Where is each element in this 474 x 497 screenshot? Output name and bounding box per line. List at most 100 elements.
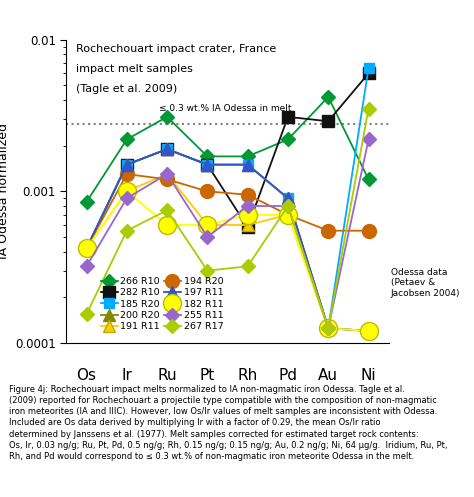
200 R20 [285, 195, 291, 201]
Text: Au: Au [318, 368, 338, 383]
267 R17 [124, 228, 129, 234]
Line: 191 R11: 191 R11 [80, 168, 375, 337]
194 R20 [285, 212, 291, 218]
282 R10 [285, 114, 291, 120]
194 R20 [245, 192, 250, 198]
185 R20 [83, 246, 89, 251]
Line: 255 R11: 255 R11 [82, 135, 374, 333]
194 R20 [164, 176, 170, 182]
191 R11 [83, 246, 89, 251]
Text: Ru: Ru [157, 368, 177, 383]
255 R11 [124, 195, 129, 201]
Line: 182 R11: 182 R11 [77, 182, 378, 340]
267 R17 [204, 267, 210, 273]
194 R20 [124, 171, 129, 177]
282 R10 [365, 71, 371, 77]
267 R17 [245, 263, 250, 269]
Line: 194 R20: 194 R20 [80, 167, 375, 255]
282 R10 [325, 118, 331, 124]
Text: Rh: Rh [237, 368, 258, 383]
Y-axis label: IA Odessa normalized: IA Odessa normalized [0, 123, 9, 259]
197 R11 [365, 328, 371, 334]
182 R11 [204, 222, 210, 228]
185 R20 [204, 162, 210, 167]
194 R20 [325, 228, 331, 234]
267 R17 [365, 106, 371, 112]
Text: Pt: Pt [200, 368, 215, 383]
Line: 200 R20: 200 R20 [81, 144, 374, 336]
Line: 282 R10: 282 R10 [80, 67, 375, 254]
185 R20 [124, 162, 129, 167]
Text: ≤ 0.3 wt.% IA Odessa in melt: ≤ 0.3 wt.% IA Odessa in melt [159, 104, 292, 113]
Text: Odessa data
(Petaev &
Jacobsen 2004): Odessa data (Petaev & Jacobsen 2004) [391, 268, 460, 298]
Text: Rochechouart impact crater, France: Rochechouart impact crater, France [76, 44, 276, 54]
197 R11 [285, 195, 291, 201]
185 R20 [325, 325, 331, 331]
194 R20 [204, 188, 210, 194]
197 R11 [164, 146, 170, 152]
197 R11 [325, 325, 331, 331]
Text: (Tagle et al. 2009): (Tagle et al. 2009) [76, 83, 177, 94]
194 R20 [365, 228, 371, 234]
Text: impact melt samples: impact melt samples [76, 64, 193, 74]
200 R20 [204, 162, 210, 167]
182 R11 [365, 328, 371, 334]
185 R20 [245, 162, 250, 167]
185 R20 [365, 65, 371, 71]
255 R11 [83, 263, 89, 269]
197 R11 [83, 246, 89, 251]
200 R20 [83, 246, 89, 251]
Text: Figure 4j: Rochechouart impact melts normalized to IA non-magmatic iron Odessa. : Figure 4j: Rochechouart impact melts nor… [9, 385, 448, 461]
Line: 267 R17: 267 R17 [82, 104, 374, 333]
255 R11 [325, 325, 331, 331]
266 R10 [245, 154, 250, 160]
267 R17 [325, 325, 331, 331]
Legend: 266 R10, 282 R10, 185 R20, 200 R20, 191 R11, 194 R20, 197 R11, 182 R11, 255 R11,: 266 R10, 282 R10, 185 R20, 200 R20, 191 … [97, 273, 227, 335]
182 R11 [245, 212, 250, 218]
182 R11 [285, 212, 291, 218]
197 R11 [124, 162, 129, 167]
182 R11 [164, 222, 170, 228]
191 R11 [164, 171, 170, 177]
255 R11 [245, 203, 250, 209]
197 R11 [245, 162, 250, 167]
267 R17 [164, 207, 170, 213]
200 R20 [245, 162, 250, 167]
200 R20 [164, 146, 170, 152]
185 R20 [164, 146, 170, 152]
200 R20 [124, 162, 129, 167]
197 R11 [204, 162, 210, 167]
266 R10 [365, 176, 371, 182]
266 R10 [124, 137, 129, 143]
191 R11 [365, 328, 371, 334]
Line: 185 R20: 185 R20 [82, 63, 374, 333]
267 R17 [285, 203, 291, 209]
255 R11 [365, 137, 371, 143]
191 R11 [124, 188, 129, 194]
Text: Ni: Ni [361, 368, 376, 383]
Text: Pd: Pd [278, 368, 298, 383]
266 R10 [83, 199, 89, 205]
282 R10 [245, 224, 250, 230]
266 R10 [325, 94, 331, 100]
255 R11 [285, 203, 291, 209]
282 R10 [204, 162, 210, 167]
267 R17 [83, 311, 89, 317]
191 R11 [204, 222, 210, 228]
282 R10 [83, 246, 89, 251]
Line: 197 R11: 197 R11 [81, 144, 374, 336]
Line: 266 R10: 266 R10 [82, 92, 374, 207]
191 R11 [325, 325, 331, 331]
266 R10 [164, 114, 170, 120]
182 R11 [325, 325, 331, 331]
194 R20 [83, 246, 89, 251]
255 R11 [164, 171, 170, 177]
200 R20 [325, 325, 331, 331]
185 R20 [285, 195, 291, 201]
266 R10 [204, 154, 210, 160]
182 R11 [124, 188, 129, 194]
182 R11 [83, 246, 89, 251]
Text: Os: Os [76, 368, 97, 383]
282 R10 [164, 146, 170, 152]
200 R20 [365, 328, 371, 334]
